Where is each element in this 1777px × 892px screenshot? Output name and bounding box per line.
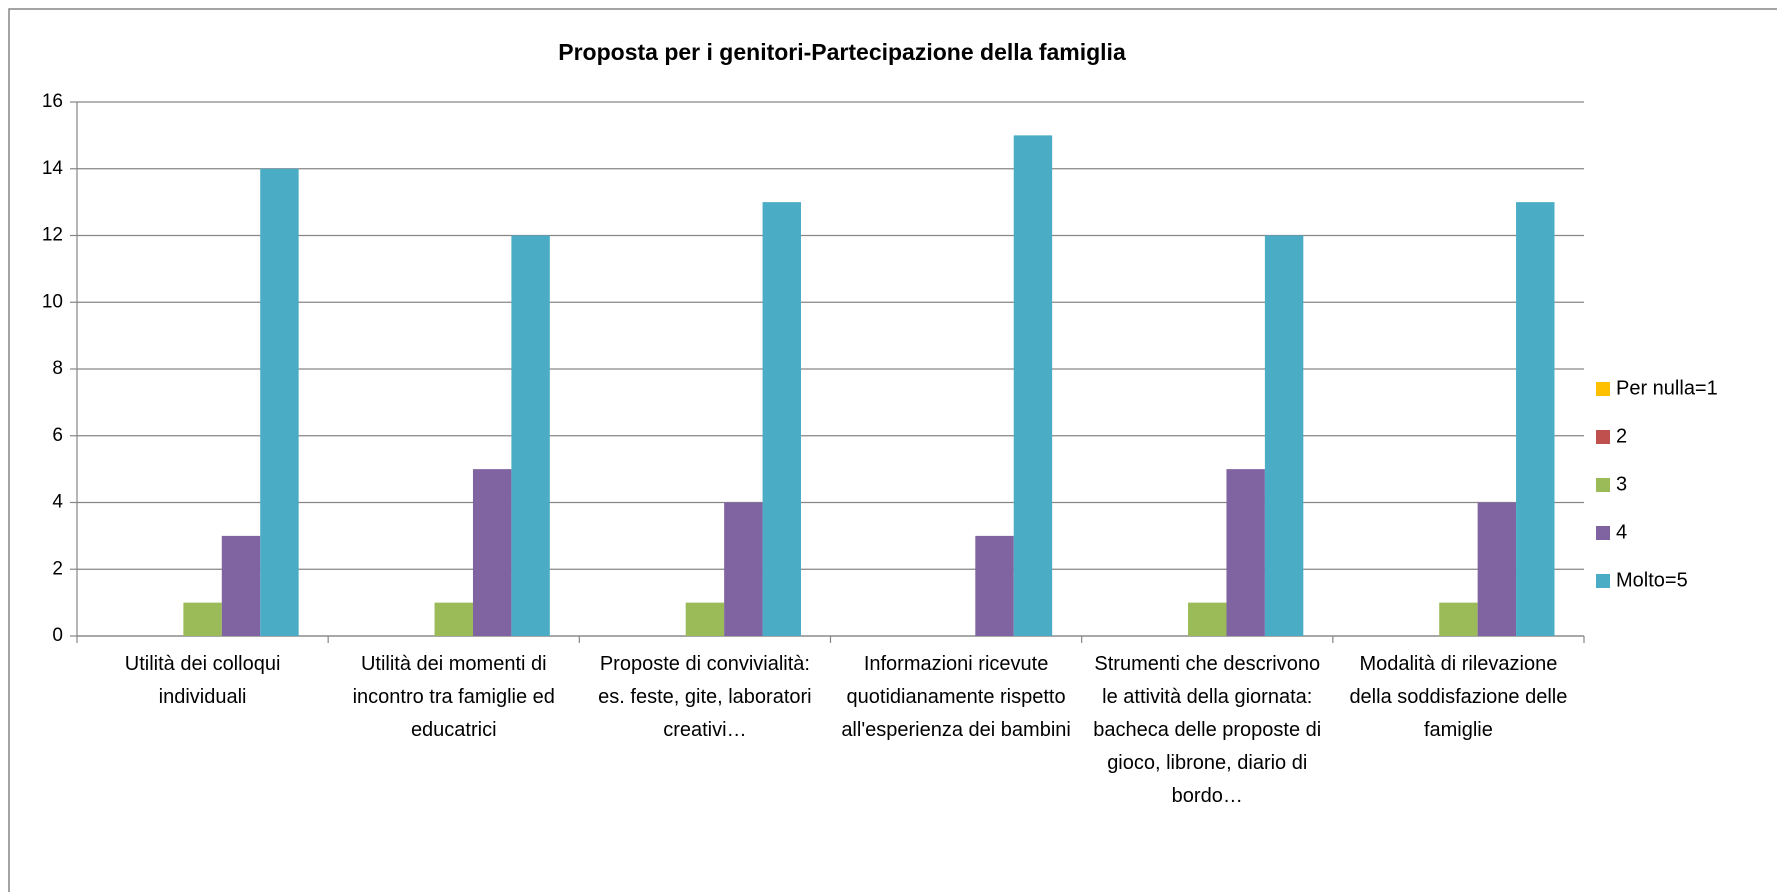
y-tick-label: 10 <box>42 291 63 312</box>
y-tick-label: 6 <box>52 425 63 446</box>
bar <box>1477 502 1517 636</box>
x-tick-label: Informazioni ricevute quotidianamente ri… <box>841 653 1071 741</box>
legend-swatch <box>1596 574 1610 588</box>
y-tick-label: 4 <box>52 492 63 513</box>
x-tick-label: Proposte di convivialità: es. feste, git… <box>598 653 812 741</box>
bar <box>1188 602 1227 636</box>
x-tick-label: Strumenti che descrivono le attività del… <box>1093 653 1322 807</box>
legend-swatch <box>1596 430 1610 444</box>
bar <box>1439 602 1478 636</box>
chart-border <box>8 8 1777 892</box>
bar <box>221 535 261 636</box>
x-tick-label: Modalità di rilevazione della soddisfazi… <box>1349 653 1568 741</box>
bar <box>762 202 801 636</box>
bar <box>1226 469 1265 636</box>
bar <box>511 235 550 636</box>
y-tick-label: 14 <box>42 158 64 179</box>
bar <box>975 535 1014 636</box>
bar <box>260 168 299 636</box>
bar <box>1264 235 1304 636</box>
legend-label: 4 <box>1616 521 1627 543</box>
legend-label: 3 <box>1616 473 1627 495</box>
bar <box>434 602 473 636</box>
chart-title: Proposta per i genitori-Partecipazione d… <box>558 39 1126 65</box>
y-tick-label: 16 <box>42 91 63 112</box>
legend-swatch <box>1596 526 1610 540</box>
x-tick-label: Utilità dei colloqui individuali <box>124 653 281 708</box>
bar <box>1013 135 1053 636</box>
legend-swatch <box>1596 478 1610 492</box>
y-tick-label: 2 <box>52 558 63 579</box>
bar <box>472 469 512 636</box>
bar <box>724 502 763 636</box>
y-tick-label: 8 <box>52 358 63 379</box>
legend-label: Molto=5 <box>1616 569 1688 591</box>
y-tick-label: 0 <box>52 625 63 646</box>
legend-label: 2 <box>1616 425 1627 447</box>
y-tick-label: 12 <box>42 225 63 246</box>
bar <box>1516 202 1555 636</box>
x-tick-label: Utilità dei momenti di incontro tra fami… <box>352 653 555 741</box>
bar <box>685 602 725 636</box>
bar <box>183 602 222 636</box>
legend-swatch <box>1596 382 1610 396</box>
legend-label: Per nulla=1 <box>1616 377 1718 399</box>
